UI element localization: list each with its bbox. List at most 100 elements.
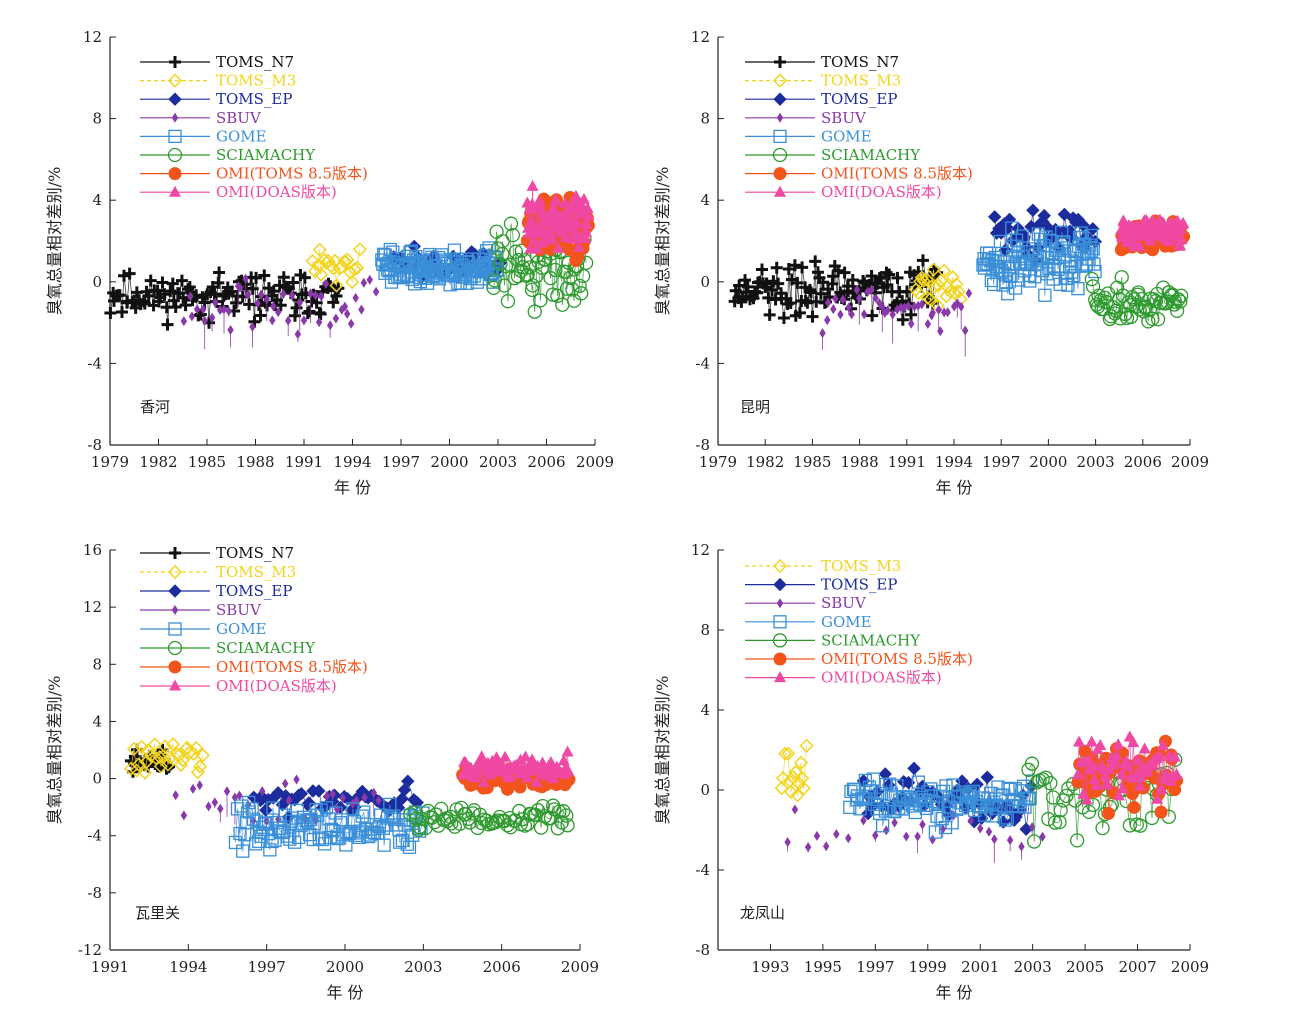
data-point-gome — [928, 825, 943, 839]
x-tick-label: 1993 — [751, 958, 789, 976]
data-point-scia — [1084, 271, 1099, 287]
series-line-segment — [505, 266, 509, 302]
legend-marker-omid — [169, 679, 181, 691]
x-tick-label: 1982 — [139, 453, 177, 471]
series-line-segment — [167, 757, 171, 765]
x-tick-label: 1994 — [333, 453, 371, 471]
station-label: 昆明 — [740, 398, 770, 416]
legend-label-omid: OMI(DOAS版本) — [821, 669, 942, 687]
data-point-sbuv — [894, 304, 901, 315]
series-line-segment — [402, 274, 405, 278]
series-gome — [843, 772, 1040, 839]
series-line-segment — [1009, 789, 1013, 806]
y-tick-label: -8 — [695, 941, 710, 959]
series-line-segment — [262, 822, 266, 828]
y-tick-label: 0 — [700, 781, 710, 799]
series-line-segment — [1055, 821, 1060, 824]
data-point-sbuv — [924, 318, 932, 329]
data-point-sbuv — [189, 783, 197, 794]
data-point-scia — [458, 807, 473, 822]
series-line-segment — [556, 252, 561, 296]
series-omid — [1071, 730, 1183, 805]
series-line-segment — [544, 815, 549, 819]
series-line-segment — [1117, 744, 1120, 796]
series-line-segment — [450, 816, 452, 824]
data-point-sbuv — [903, 831, 910, 842]
data-point-gome — [369, 817, 383, 832]
series-sbuv — [180, 273, 380, 350]
data-point-gome — [930, 809, 944, 824]
series-line-segment — [1029, 780, 1033, 799]
data-point-omid — [582, 209, 595, 221]
data-point-scia — [503, 216, 519, 231]
data-point-sbuv — [822, 841, 830, 852]
data-point-sbuv — [294, 329, 302, 340]
data-point-gome — [976, 791, 991, 805]
series-line-segment — [314, 264, 319, 272]
data-point-sbuv — [269, 315, 276, 326]
series-line-segment — [305, 819, 308, 822]
data-point-sbuv — [1018, 841, 1025, 852]
y-tick-label: -4 — [695, 354, 710, 372]
data-point-ep — [302, 796, 316, 810]
data-point-sbuv — [257, 289, 265, 300]
series-line-segment — [510, 223, 514, 236]
series-line-segment — [1126, 801, 1131, 826]
data-point-scia — [1059, 788, 1074, 804]
legend-marker-m3 — [772, 73, 788, 88]
data-point-sbuv — [985, 826, 993, 837]
data-point-scia — [1171, 292, 1186, 307]
series-line-segment — [978, 805, 981, 808]
legend-label-scia: SCIAMACHY — [821, 631, 921, 649]
series-line-segment — [1028, 763, 1033, 770]
data-point-sbuv — [824, 315, 831, 326]
legend-marker-omid — [169, 185, 181, 197]
data-point-omid — [561, 745, 574, 757]
data-point-scia — [490, 241, 506, 256]
data-point-scia — [1061, 781, 1076, 796]
data-point-sbuv — [242, 273, 249, 284]
data-point-sbuv — [939, 824, 946, 835]
data-point-m3 — [192, 759, 208, 774]
y-axis-label: 臭氧总量相对差别/% — [45, 676, 64, 825]
data-point-gome — [252, 834, 266, 849]
series-line-segment — [934, 286, 939, 306]
series-line-segment — [1127, 736, 1131, 768]
data-point-ep — [980, 770, 994, 785]
data-point-sbuv — [918, 299, 926, 310]
y-tick-label: 0 — [92, 273, 102, 291]
legend-marker-scia — [167, 640, 183, 656]
data-point-gome — [1084, 244, 1099, 258]
y-tick-label: 12 — [691, 28, 710, 46]
data-point-omid — [526, 179, 539, 191]
data-point-gome — [355, 809, 369, 823]
data-point-scia — [1174, 288, 1189, 303]
data-point-sbuv — [830, 304, 837, 315]
data-point-n7 — [327, 296, 340, 309]
series-line-segment — [526, 274, 528, 277]
data-point-gome — [1042, 233, 1057, 247]
data-point-sbuv — [188, 311, 196, 322]
data-point-gome — [273, 824, 287, 838]
series-line-segment — [1147, 309, 1151, 322]
legend-marker-m3 — [167, 73, 183, 88]
data-point-sbuv — [897, 302, 905, 313]
data-point-m3 — [137, 765, 153, 780]
series-line-segment — [1042, 777, 1047, 780]
legend-label-omid: OMI(DOAS版本) — [216, 183, 337, 201]
data-point-sbuv — [991, 834, 998, 845]
y-tick-label: -4 — [695, 861, 710, 879]
data-point-sbuv — [315, 317, 323, 328]
data-point-n7 — [179, 299, 192, 312]
series-line-segment — [255, 821, 257, 844]
series-line-segment — [997, 786, 1001, 796]
x-tick-label: 1995 — [804, 958, 842, 976]
data-point-omid — [1170, 768, 1183, 780]
data-point-gome — [911, 775, 925, 789]
data-point-sbuv — [275, 307, 282, 318]
data-point-sbuv — [944, 307, 951, 318]
data-point-m3 — [195, 748, 210, 763]
data-point-scia — [574, 286, 589, 301]
